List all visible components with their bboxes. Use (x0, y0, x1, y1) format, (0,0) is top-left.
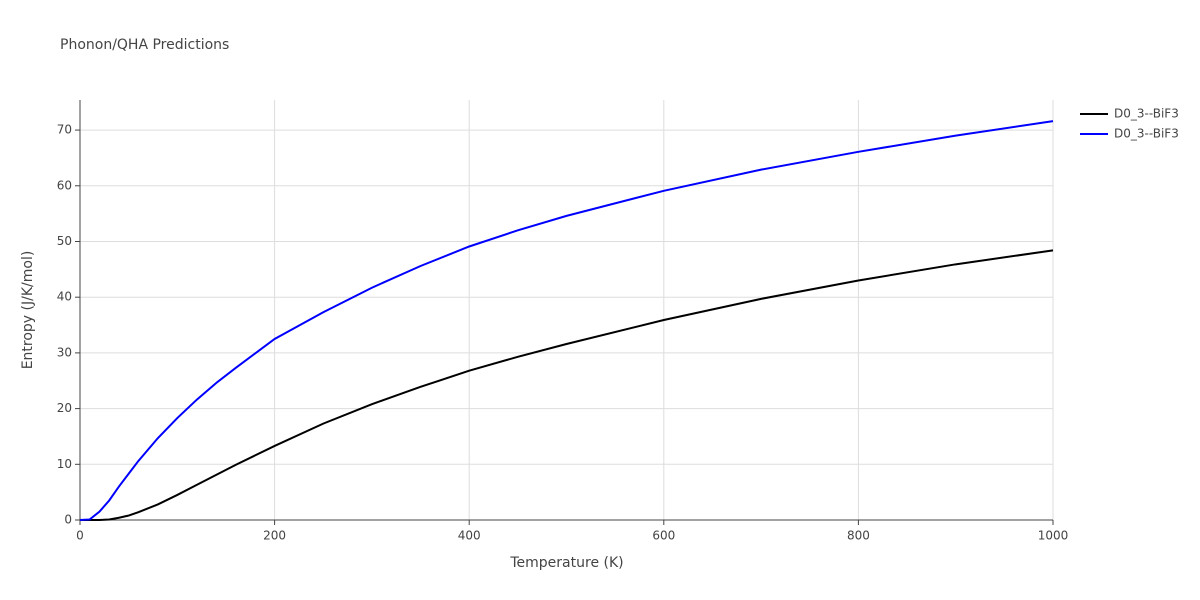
y-tick-label: 10 (57, 457, 72, 471)
x-tick-label: 800 (847, 529, 870, 543)
y-tick-label: 0 (64, 513, 72, 527)
x-tick-label: 400 (458, 529, 481, 543)
y-tick-label: 40 (57, 290, 72, 304)
x-axis-title: Temperature (K) (509, 555, 623, 571)
y-tick-label: 20 (57, 401, 72, 415)
y-axis-title: Entropy (J/K/mol) (20, 251, 36, 370)
x-tick-label: 200 (263, 529, 286, 543)
y-tick-label: 60 (57, 178, 72, 192)
x-tick-label: 0 (76, 529, 84, 543)
series-line (80, 249, 1054, 521)
legend-label: D0_3--BiF3 (1114, 107, 1179, 121)
y-tick-label: 70 (57, 123, 72, 137)
y-tick-label: 50 (57, 234, 72, 248)
series-line (79, 120, 1054, 521)
y-tick-label: 30 (57, 345, 72, 359)
x-tick-label: 600 (652, 529, 675, 543)
chart-title: Phonon/QHA Predictions (60, 37, 229, 53)
legend-label: D0_3--BiF3 (1114, 127, 1179, 141)
x-tick-label: 1000 (1038, 529, 1069, 543)
